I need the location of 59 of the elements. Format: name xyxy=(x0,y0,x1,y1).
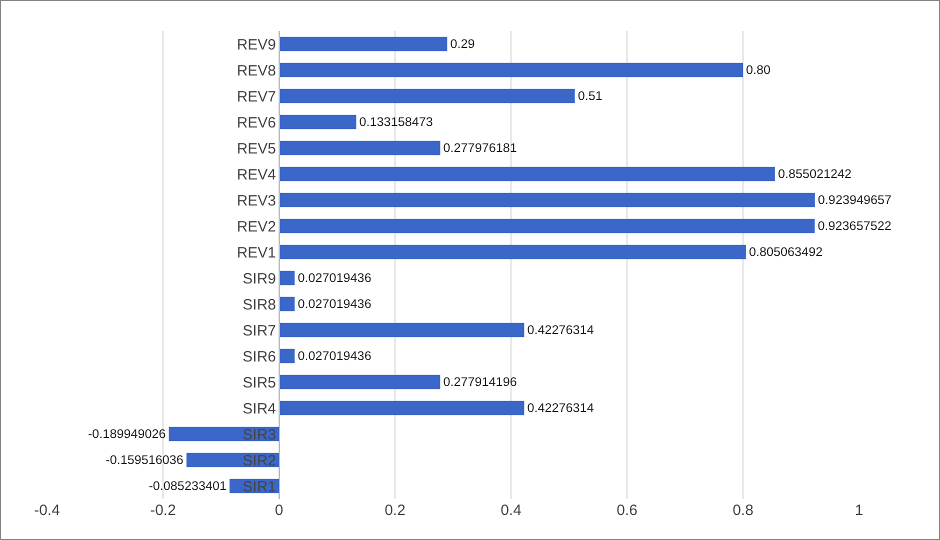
data-label: 0.923657522 xyxy=(818,218,892,233)
y-tick-label: SIR3 xyxy=(242,426,276,444)
data-label: 0.027019436 xyxy=(298,270,372,285)
y-tick-label: REV7 xyxy=(236,88,276,106)
y-tick-label: SIR7 xyxy=(242,322,276,340)
bar xyxy=(279,166,775,182)
y-tick-label: SIR8 xyxy=(242,296,276,314)
y-tick-label: REV4 xyxy=(236,166,276,184)
y-tick-label: REV9 xyxy=(236,36,276,54)
bar xyxy=(279,322,524,338)
y-tick-label: SIR5 xyxy=(242,374,276,392)
x-tick-label: 1 xyxy=(854,502,864,519)
bar xyxy=(279,348,295,364)
data-label: -0.085233401 xyxy=(148,478,227,493)
x-tick-label: 0.2 xyxy=(384,502,406,519)
y-tick-label: REV6 xyxy=(236,114,276,132)
bar xyxy=(279,400,524,416)
x-tick-label: 0.6 xyxy=(616,502,638,519)
data-label: 0.923949657 xyxy=(818,192,892,207)
bar xyxy=(279,296,295,312)
bar xyxy=(279,114,356,130)
data-label: 0.133158473 xyxy=(359,114,433,129)
y-tick-label: SIR4 xyxy=(242,400,276,418)
x-tick-label: 0.4 xyxy=(500,502,522,519)
bar xyxy=(279,62,743,78)
data-label: 0.29 xyxy=(450,36,475,51)
bar xyxy=(279,192,815,208)
y-tick-label: SIR6 xyxy=(242,348,276,366)
data-label: 0.277914196 xyxy=(443,374,517,389)
y-tick-label: SIR9 xyxy=(242,270,276,288)
y-tick-label: SIR1 xyxy=(242,478,276,496)
data-label: 0.51 xyxy=(578,88,602,103)
data-label: -0.189949026 xyxy=(88,426,166,441)
bar xyxy=(279,244,746,260)
bar xyxy=(279,140,440,156)
x-tick-label: 0.8 xyxy=(732,502,754,519)
bar xyxy=(279,36,448,52)
x-tick-label: -0.4 xyxy=(34,502,60,519)
y-tick-label: REV3 xyxy=(236,192,276,210)
bar xyxy=(279,374,440,390)
y-tick-label: REV1 xyxy=(236,244,276,262)
data-label: 0.027019436 xyxy=(298,296,372,311)
x-tick-label: 0 xyxy=(274,502,284,519)
data-label: 0.027019436 xyxy=(298,348,372,363)
data-label: 0.805063492 xyxy=(748,244,823,259)
y-tick-label: REV2 xyxy=(236,218,276,236)
bar xyxy=(279,218,815,234)
data-label: 0.80 xyxy=(746,62,771,77)
data-label: 0.855021242 xyxy=(778,166,852,181)
y-tick-label: REV8 xyxy=(236,62,276,80)
x-tick-label: -0.2 xyxy=(150,502,176,519)
data-label: 0.42276314 xyxy=(527,322,594,337)
data-label: 0.42276314 xyxy=(527,400,594,415)
data-label: -0.159516036 xyxy=(106,452,184,467)
data-label: 0.277976181 xyxy=(443,140,517,155)
bar xyxy=(279,88,575,104)
y-tick-label: SIR2 xyxy=(242,452,276,470)
bar xyxy=(279,270,295,286)
y-tick-label: REV5 xyxy=(236,140,276,158)
